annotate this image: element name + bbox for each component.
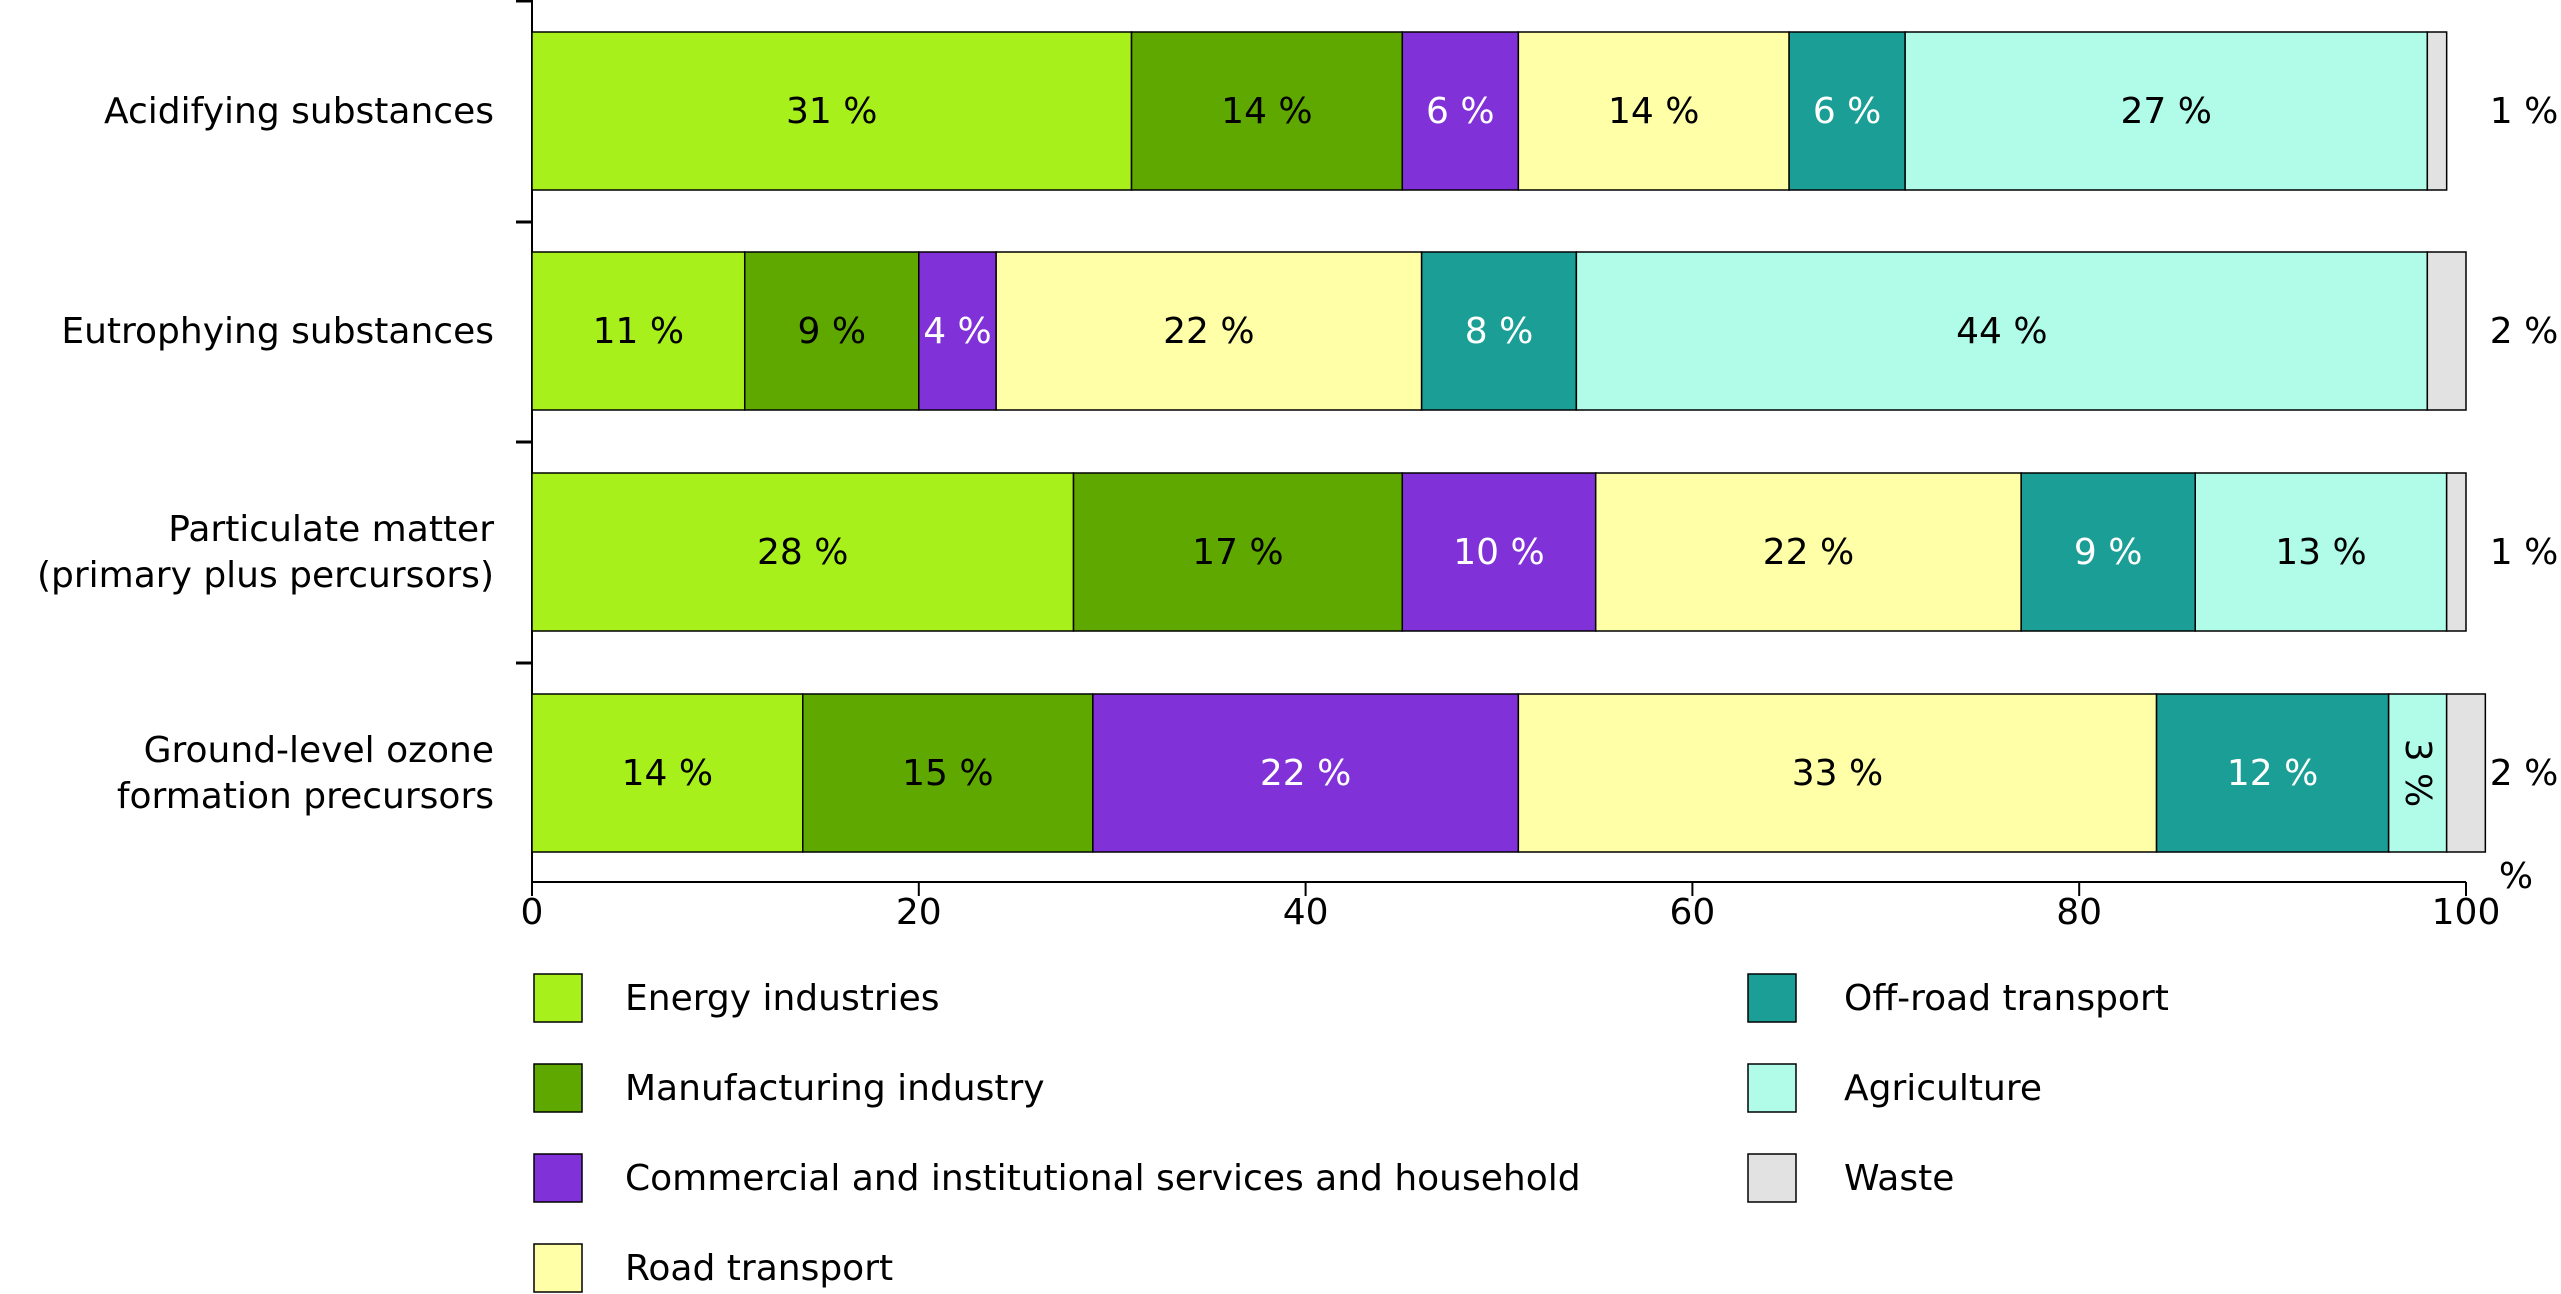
bar-segment-agriculture bbox=[2387, 693, 2448, 853]
bar-value-label: 14 % bbox=[1608, 91, 1699, 132]
bar-value-label: 12 % bbox=[2227, 753, 2318, 794]
bar-value-label: 44 % bbox=[1956, 311, 2047, 352]
bar-segment-manufacturing-industry bbox=[1072, 472, 1404, 632]
bar-value-label: 9 % bbox=[2074, 532, 2143, 573]
bar-segment-commercial-and-institutional-services-and-household bbox=[918, 251, 997, 411]
bar-value-label: 8 % bbox=[1465, 311, 1534, 352]
legend-label: Off-road transport bbox=[1844, 978, 2169, 1019]
bar-segment-waste bbox=[2426, 251, 2467, 411]
legend-label: Road transport bbox=[625, 1248, 893, 1289]
legend-item-waste: Waste bbox=[1747, 1153, 1954, 1203]
x-tick-label: 40 bbox=[1283, 892, 1329, 933]
x-tick-label: 20 bbox=[896, 892, 942, 933]
bar-value-label: 14 % bbox=[1221, 91, 1312, 132]
bar-segment-agriculture bbox=[1904, 31, 2429, 191]
bar-segment-commercial-and-institutional-services-and-household bbox=[1401, 472, 1597, 632]
legend-label: Waste bbox=[1844, 1158, 1954, 1199]
bar-segment-road-transport bbox=[1594, 472, 2022, 632]
bar-segment-off-road-transport bbox=[1788, 31, 1906, 191]
bar-segment-commercial-and-institutional-services-and-household bbox=[1401, 31, 1520, 191]
bar-value-label: 27 % bbox=[2120, 91, 2211, 132]
x-tick-label: 100 bbox=[2432, 892, 2501, 933]
x-axis: 0 20 40 60 80 100% bbox=[521, 856, 2534, 933]
bar-value-label: 2 % bbox=[2490, 753, 2559, 794]
category-axis: Acidifying substances Eutrophying substan… bbox=[37, 0, 533, 882]
bar-value-label: 9 % bbox=[797, 311, 866, 352]
bar-value-label: 6 % bbox=[1813, 91, 1882, 132]
legend-swatch bbox=[1747, 1063, 1797, 1113]
legend-swatch bbox=[533, 1063, 583, 1113]
legend-swatch bbox=[533, 1243, 583, 1293]
bar-segment-energy-industries bbox=[531, 472, 1075, 632]
bar-segment-energy-industries bbox=[531, 251, 746, 411]
legend-swatch bbox=[533, 1153, 583, 1203]
bar-segment-waste bbox=[2445, 472, 2467, 632]
bar-value-label: 4 % bbox=[923, 311, 992, 352]
bar-value-label: 3 % bbox=[2397, 739, 2438, 808]
legend-swatch bbox=[533, 973, 583, 1023]
bar-segment-off-road-transport bbox=[2020, 472, 2196, 632]
bar-value-label: 6 % bbox=[1426, 91, 1495, 132]
bar-value-label: 13 % bbox=[2275, 532, 2366, 573]
legend-item-energy-industries: Energy industries bbox=[533, 973, 940, 1023]
legend-label: Manufacturing industry bbox=[625, 1068, 1045, 1109]
bar-value-label: 1 % bbox=[2490, 532, 2559, 573]
bar-segment-manufacturing-industry bbox=[1130, 31, 1404, 191]
bar-value-label: 2 % bbox=[2490, 311, 2559, 352]
legend: Energy industries Manufacturing industry C… bbox=[533, 973, 2169, 1293]
category-label: Acidifying substances bbox=[104, 91, 494, 132]
legend-swatch bbox=[1747, 1153, 1797, 1203]
category-label: (primary plus percursors) bbox=[37, 555, 494, 596]
legend-item-commercial-and-institutional-services-and-household: Commercial and institutional services an… bbox=[533, 1153, 1581, 1203]
category-label: Particulate matter bbox=[168, 509, 494, 550]
bar-series: 31 % 14 % 6 % 14 % 6 % 27 % 1 % 11 % 9 % 4 % 22 % 8… bbox=[531, 31, 2559, 853]
bar-value-label: 17 % bbox=[1192, 532, 1283, 573]
bar-segment-road-transport bbox=[995, 251, 1423, 411]
legend-item-off-road-transport: Off-road transport bbox=[1747, 973, 2169, 1023]
bar-value-label: 33 % bbox=[1792, 753, 1883, 794]
category-label: formation precursors bbox=[117, 776, 494, 817]
bar-segment-energy-industries bbox=[531, 31, 1133, 191]
bar-value-label: 10 % bbox=[1453, 532, 1544, 573]
bar-value-label: 22 % bbox=[1763, 532, 1854, 573]
bar-segment-manufacturing-industry bbox=[802, 693, 1094, 853]
bar-segment-waste bbox=[2445, 693, 2487, 853]
bar-segment-road-transport bbox=[1517, 693, 2158, 853]
bar-segment-agriculture bbox=[1575, 251, 2429, 411]
bar-segment-waste bbox=[2426, 31, 2448, 191]
category-label: Eutrophying substances bbox=[61, 311, 494, 352]
legend-item-road-transport: Road transport bbox=[533, 1243, 893, 1293]
bar-segment-agriculture bbox=[2194, 472, 2448, 632]
legend-label: Energy industries bbox=[625, 978, 940, 1019]
legend-label: Commercial and institutional services an… bbox=[625, 1158, 1581, 1199]
x-tick-label: 60 bbox=[1669, 892, 1715, 933]
x-tick-label: 80 bbox=[2056, 892, 2102, 933]
bar-value-label: 22 % bbox=[1260, 753, 1351, 794]
legend-item-agriculture: Agriculture bbox=[1747, 1063, 2042, 1113]
x-axis-unit: % bbox=[2499, 856, 2533, 897]
bar-value-label: 14 % bbox=[622, 753, 713, 794]
bar-value-label: 1 % bbox=[2490, 91, 2559, 132]
bar-value-label: 31 % bbox=[786, 91, 877, 132]
bar-value-label: 11 % bbox=[593, 311, 684, 352]
legend-label: Agriculture bbox=[1844, 1068, 2042, 1109]
bar-segment-commercial-and-institutional-services-and-household bbox=[1092, 693, 1520, 853]
bar-segment-off-road-transport bbox=[1420, 251, 1578, 411]
legend-item-manufacturing-industry: Manufacturing industry bbox=[533, 1063, 1045, 1113]
bar-segment-off-road-transport bbox=[2155, 693, 2390, 853]
bar-value-label: 28 % bbox=[757, 532, 848, 573]
legend-swatch bbox=[1747, 973, 1797, 1023]
bar-value-label: 15 % bbox=[902, 753, 993, 794]
bar-value-label: 22 % bbox=[1163, 311, 1254, 352]
bar-segment-energy-industries bbox=[531, 693, 804, 853]
category-label: Ground-level ozone bbox=[144, 730, 494, 771]
bar-segment-road-transport bbox=[1517, 31, 1790, 191]
x-tick-label: 0 bbox=[521, 892, 544, 933]
